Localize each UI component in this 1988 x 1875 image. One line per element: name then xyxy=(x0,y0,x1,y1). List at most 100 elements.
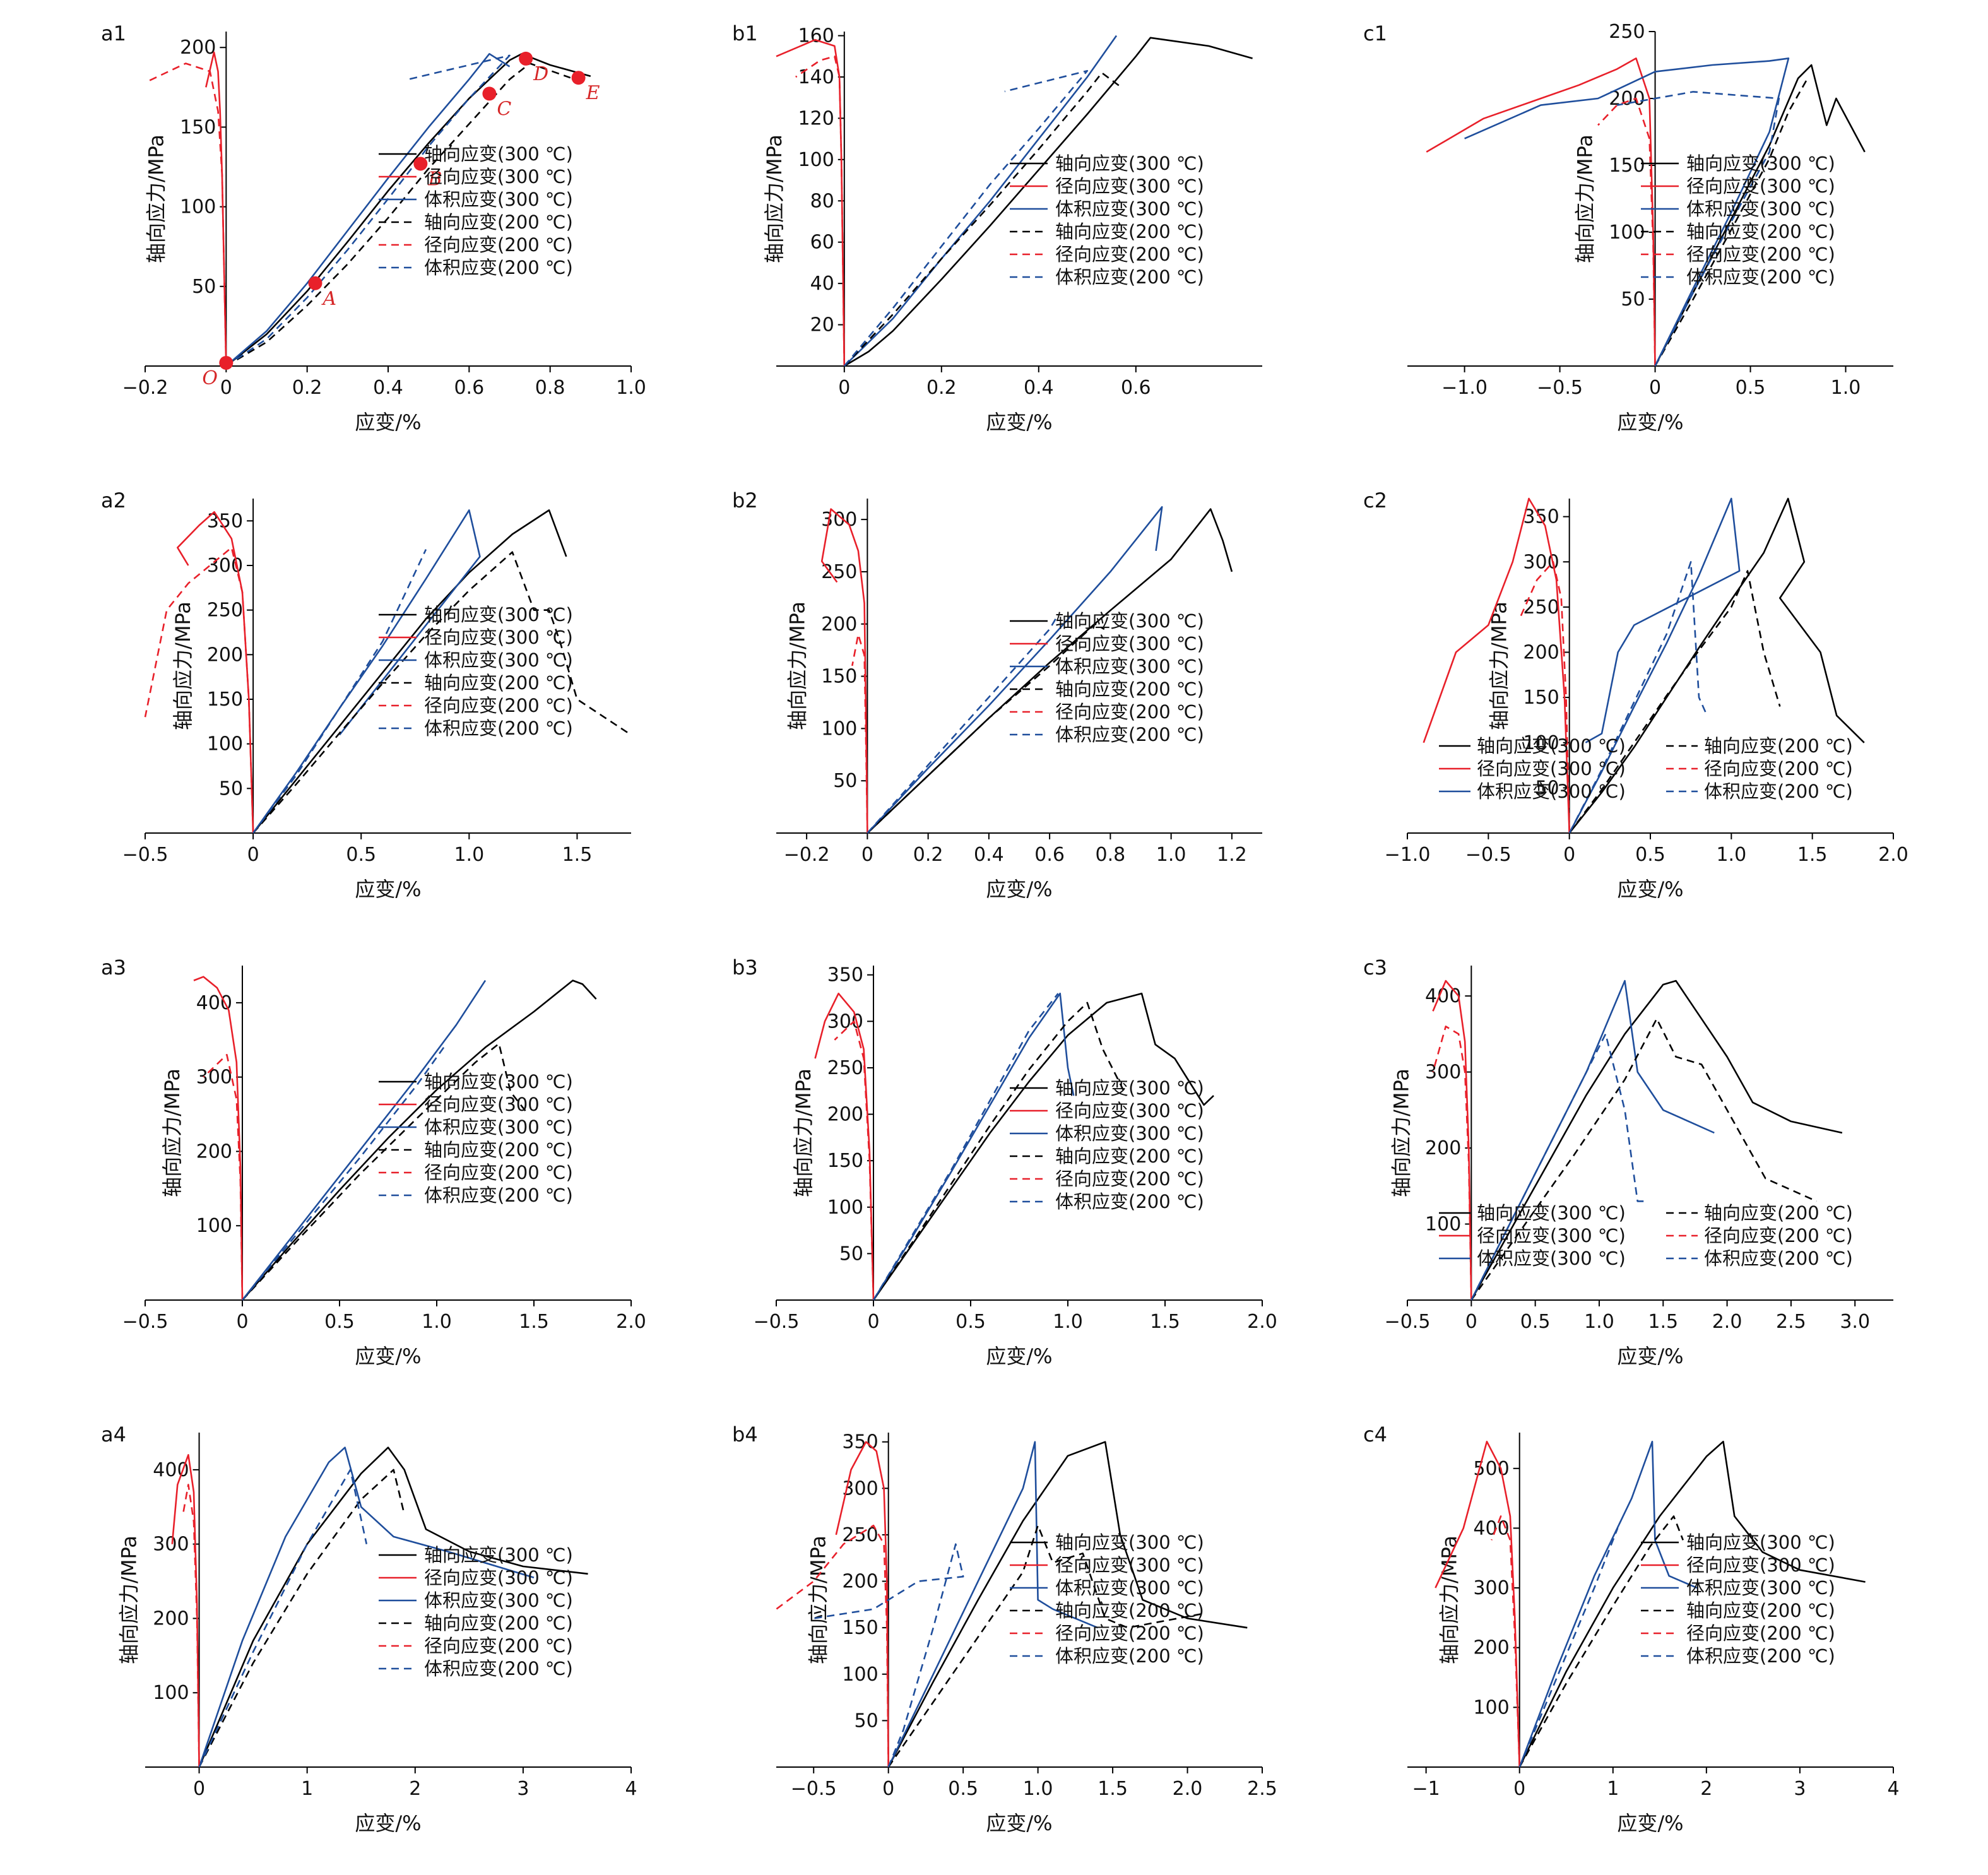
x-axis-label: 应变/% xyxy=(355,1344,421,1368)
series-line-volumetric-200 xyxy=(252,549,427,834)
y-tick-label: 300 xyxy=(196,1067,232,1089)
legend-label: 轴向应变(300 ℃) xyxy=(1686,1532,1835,1553)
x-tick-label: 3 xyxy=(517,1778,529,1800)
series-line-axial-300 xyxy=(1518,1440,1866,1768)
x-tick-label: −0.5 xyxy=(1537,377,1583,399)
legend-label: 体积应变(200 ℃) xyxy=(424,257,573,278)
series-line-volumetric-200 xyxy=(198,1469,368,1768)
series-line-axial-200 xyxy=(225,62,571,367)
legend-label: 体积应变(200 ℃) xyxy=(1055,1645,1204,1667)
legend-label: 径向应变(300 ℃) xyxy=(1055,1554,1204,1576)
series-line-radial-200 xyxy=(203,1054,244,1301)
series-line-axial-200 xyxy=(1518,1515,1684,1768)
legend-label: 体积应变(200 ℃) xyxy=(1055,724,1204,745)
x-tick-label: 1.0 xyxy=(1156,844,1186,866)
x-tick-label: 0.8 xyxy=(1096,844,1126,866)
legend-label: 轴向应变(300 ℃) xyxy=(424,143,573,165)
y-tick-label: 150 xyxy=(842,1617,878,1639)
x-tick-label: 2 xyxy=(409,1778,421,1800)
point-label-D: D xyxy=(533,63,548,85)
y-tick-label: 100 xyxy=(180,196,216,218)
panel-label: a4 xyxy=(101,1423,126,1446)
legend-label: 轴向应变(300 ℃) xyxy=(1055,1532,1204,1553)
y-tick-label: 300 xyxy=(1425,1062,1461,1084)
x-tick-label: −0.5 xyxy=(1385,1311,1431,1333)
series-line-radial-200 xyxy=(1432,1026,1472,1301)
x-tick-label: 0 xyxy=(247,844,259,866)
x-tick-label: 0.4 xyxy=(373,377,403,399)
legend-label: 径向应变(200 ℃) xyxy=(424,1162,573,1183)
y-tick-label: 100 xyxy=(196,1215,232,1237)
series-line-axial-200 xyxy=(252,551,632,834)
legend-label: 体积应变(300 ℃) xyxy=(1055,1577,1204,1599)
legend-label: 轴向应变(200 ℃) xyxy=(424,211,573,233)
chart-panel-c1: −1.0 −0.5 0 0.5 1.0 50 100 150 200 250 应变/% 轴向应力/MP… xyxy=(1300,13,1919,454)
legend-label: 轴向应变(200 ℃) xyxy=(1055,1145,1204,1167)
series-line-radial-200 xyxy=(776,1524,889,1768)
legend-label: 径向应变(200 ℃) xyxy=(424,1635,573,1657)
y-tick-label: 250 xyxy=(1523,596,1559,618)
chart-panel-b1: 0 0.2 0.4 0.6 20 40 60 80 100 120 140 160 应变/% 轴向应力/M… xyxy=(669,13,1287,454)
chart-panel-c3: −0.5 0 0.5 1.0 1.5 2.0 2.5 3.0 100 200 300 400 应变/% 轴… xyxy=(1300,947,1919,1388)
legend-label: 体积应变(300 ℃) xyxy=(424,1590,573,1611)
y-tick-label: 100 xyxy=(821,718,857,740)
series-line-axial-300 xyxy=(887,1441,1248,1768)
point-label-E: E xyxy=(586,82,600,104)
x-tick-label: 1.5 xyxy=(1150,1311,1180,1333)
legend-label: 径向应变(200 ℃) xyxy=(1704,758,1853,779)
legend-label: 轴向应变(300 ℃) xyxy=(1055,610,1204,632)
series-line-radial-300 xyxy=(193,976,244,1301)
legend-label: 径向应变(200 ℃) xyxy=(1055,1623,1204,1644)
x-tick-label: −0.5 xyxy=(1465,844,1512,866)
legend-label: 轴向应变(300 ℃) xyxy=(1686,153,1835,174)
y-tick-label: 200 xyxy=(196,1140,232,1162)
x-tick-label: 1.5 xyxy=(519,1311,549,1333)
legend-label: 体积应变(200 ℃) xyxy=(424,718,573,739)
x-tick-label: 1.2 xyxy=(1217,844,1247,866)
y-axis-label: 轴向应力/MPa xyxy=(785,601,809,730)
legend-label: 体积应变(200 ℃) xyxy=(1704,781,1853,802)
legend-label: 径向应变(300 ℃) xyxy=(1055,175,1204,197)
x-tick-label: 2.0 xyxy=(1173,1778,1203,1800)
x-tick-label: 1 xyxy=(1607,1778,1619,1800)
y-axis-label: 轴向应力/MPa xyxy=(1488,601,1512,730)
x-tick-label: 0 xyxy=(1465,1311,1477,1333)
y-tick-label: 400 xyxy=(1473,1517,1509,1539)
x-tick-label: 2.0 xyxy=(616,1311,646,1333)
x-tick-label: 0 xyxy=(193,1778,205,1800)
y-tick-label: 300 xyxy=(821,509,857,531)
chart-panel-b4: −0.5 0 0.5 1.0 1.5 2.0 2.5 50 100 150 200 250 300 350… xyxy=(669,1414,1287,1855)
panel-label: b2 xyxy=(732,488,758,512)
legend-label: 轴向应变(200 ℃) xyxy=(1704,735,1853,757)
x-tick-label: 0.4 xyxy=(1024,377,1054,399)
chart-svg-c4: −1 0 1 2 3 4100200300400500应变/%轴向应力/MPac4轴向应变… xyxy=(1363,1423,1900,1835)
x-tick-label: 0.8 xyxy=(535,377,565,399)
legend-label: 体积应变(200 ℃) xyxy=(1055,266,1204,288)
point-marker-D xyxy=(519,51,533,66)
legend-label: 体积应变(300 ℃) xyxy=(1686,1577,1835,1599)
x-tick-label: 0.6 xyxy=(454,377,484,399)
y-tick-label: 350 xyxy=(1523,506,1559,528)
x-tick-label: 0 xyxy=(1513,1778,1525,1800)
y-tick-label: 250 xyxy=(827,1057,863,1079)
point-label-C: C xyxy=(497,98,511,120)
x-tick-label: 0.5 xyxy=(1635,844,1666,866)
x-tick-label: 0.5 xyxy=(1520,1311,1551,1333)
series-line-volumetric-200 xyxy=(1616,91,1780,367)
series-line-axial-200 xyxy=(867,623,1105,834)
legend-label: 轴向应变(200 ℃) xyxy=(1686,221,1835,242)
x-tick-label: 1.5 xyxy=(562,844,593,866)
x-tick-label: −0.5 xyxy=(122,844,169,866)
x-axis-label: 应变/% xyxy=(986,410,1052,434)
legend-label: 径向应变(200 ℃) xyxy=(1686,244,1835,265)
point-marker-B xyxy=(413,157,428,171)
series-line-volumetric-300 xyxy=(241,979,487,1301)
legend-label: 体积应变(300 ℃) xyxy=(1477,781,1626,802)
series-line-radial-300 xyxy=(814,992,875,1301)
x-axis-label: 应变/% xyxy=(355,1811,421,1835)
y-tick-label: 250 xyxy=(842,1524,878,1546)
x-tick-label: 1.0 xyxy=(1584,1311,1614,1333)
y-tick-label: 100 xyxy=(153,1682,189,1704)
legend-label: 体积应变(300 ℃) xyxy=(1055,656,1204,677)
series-line-volumetric-200 xyxy=(1518,1527,1619,1768)
